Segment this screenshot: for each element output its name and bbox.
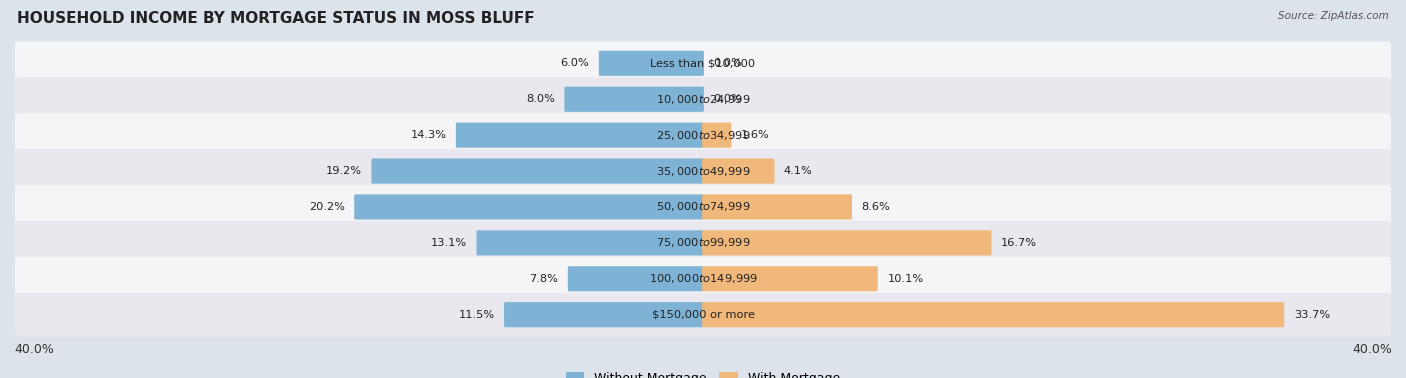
FancyBboxPatch shape (354, 194, 704, 220)
FancyBboxPatch shape (15, 42, 1391, 85)
Text: 20.2%: 20.2% (309, 202, 344, 212)
Text: 19.2%: 19.2% (326, 166, 361, 176)
Text: 33.7%: 33.7% (1294, 310, 1330, 320)
Text: 0.0%: 0.0% (713, 94, 742, 104)
Legend: Without Mortgage, With Mortgage: Without Mortgage, With Mortgage (561, 367, 845, 378)
Text: 13.1%: 13.1% (430, 238, 467, 248)
Text: $10,000 to $24,999: $10,000 to $24,999 (655, 93, 751, 106)
Text: 6.0%: 6.0% (561, 58, 589, 68)
FancyBboxPatch shape (702, 194, 852, 220)
FancyBboxPatch shape (456, 122, 704, 148)
FancyBboxPatch shape (599, 51, 704, 76)
FancyBboxPatch shape (564, 87, 704, 112)
Text: 40.0%: 40.0% (1353, 343, 1392, 356)
FancyBboxPatch shape (371, 158, 704, 184)
Text: 10.1%: 10.1% (887, 274, 924, 284)
Text: Source: ZipAtlas.com: Source: ZipAtlas.com (1278, 11, 1389, 21)
FancyBboxPatch shape (15, 149, 1391, 193)
FancyBboxPatch shape (702, 302, 1284, 327)
Text: $75,000 to $99,999: $75,000 to $99,999 (655, 236, 751, 249)
Text: 8.6%: 8.6% (862, 202, 890, 212)
Text: 11.5%: 11.5% (458, 310, 495, 320)
Text: 4.1%: 4.1% (785, 166, 813, 176)
FancyBboxPatch shape (702, 266, 877, 291)
FancyBboxPatch shape (15, 185, 1391, 229)
Text: 14.3%: 14.3% (411, 130, 446, 140)
FancyBboxPatch shape (702, 122, 731, 148)
FancyBboxPatch shape (568, 266, 704, 291)
Text: 1.6%: 1.6% (741, 130, 769, 140)
Text: 0.0%: 0.0% (713, 58, 742, 68)
FancyBboxPatch shape (15, 77, 1391, 121)
Text: 8.0%: 8.0% (526, 94, 555, 104)
Text: 40.0%: 40.0% (14, 343, 53, 356)
FancyBboxPatch shape (15, 221, 1391, 265)
FancyBboxPatch shape (15, 257, 1391, 301)
Text: HOUSEHOLD INCOME BY MORTGAGE STATUS IN MOSS BLUFF: HOUSEHOLD INCOME BY MORTGAGE STATUS IN M… (17, 11, 534, 26)
Text: $35,000 to $49,999: $35,000 to $49,999 (655, 164, 751, 178)
FancyBboxPatch shape (477, 230, 704, 256)
FancyBboxPatch shape (702, 158, 775, 184)
FancyBboxPatch shape (702, 230, 991, 256)
Text: $50,000 to $74,999: $50,000 to $74,999 (655, 200, 751, 214)
Text: $100,000 to $149,999: $100,000 to $149,999 (648, 272, 758, 285)
Text: Less than $10,000: Less than $10,000 (651, 58, 755, 68)
FancyBboxPatch shape (505, 302, 704, 327)
Text: 7.8%: 7.8% (530, 274, 558, 284)
Text: $25,000 to $34,999: $25,000 to $34,999 (655, 129, 751, 142)
Text: $150,000 or more: $150,000 or more (651, 310, 755, 320)
Text: 16.7%: 16.7% (1001, 238, 1038, 248)
FancyBboxPatch shape (15, 293, 1391, 336)
FancyBboxPatch shape (15, 113, 1391, 157)
